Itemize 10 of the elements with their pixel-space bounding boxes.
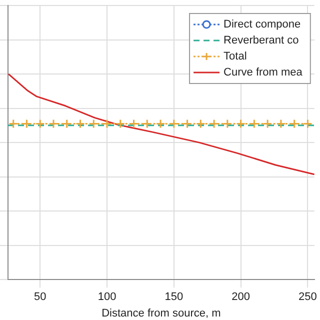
- legend-label: Curve from mea: [224, 66, 304, 79]
- legend-label: Direct compone: [224, 18, 301, 31]
- x-tick-label: 50: [34, 291, 46, 304]
- x-axis-title: Distance from source, m: [102, 307, 221, 320]
- x-tick-label: 100: [98, 291, 116, 304]
- x-tick-label: 200: [232, 291, 250, 304]
- legend-label: Reverberant co: [224, 34, 299, 47]
- legend-label: Total: [224, 50, 247, 63]
- x-tick-label: 250: [298, 291, 317, 304]
- x-tick-label: 150: [164, 291, 184, 304]
